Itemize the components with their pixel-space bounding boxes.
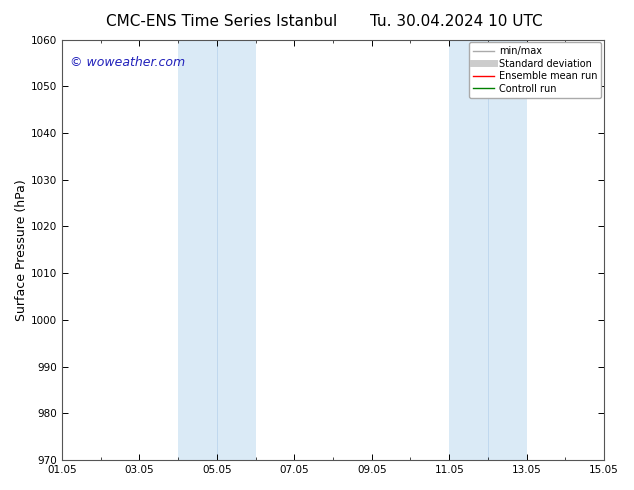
Text: © woweather.com: © woweather.com <box>70 56 185 70</box>
Text: Tu. 30.04.2024 10 UTC: Tu. 30.04.2024 10 UTC <box>370 14 543 29</box>
Text: CMC-ENS Time Series Istanbul: CMC-ENS Time Series Istanbul <box>107 14 337 29</box>
Bar <box>450 40 527 460</box>
Bar <box>178 40 256 460</box>
Y-axis label: Surface Pressure (hPa): Surface Pressure (hPa) <box>15 179 28 321</box>
Legend: min/max, Standard deviation, Ensemble mean run, Controll run: min/max, Standard deviation, Ensemble me… <box>469 43 601 98</box>
